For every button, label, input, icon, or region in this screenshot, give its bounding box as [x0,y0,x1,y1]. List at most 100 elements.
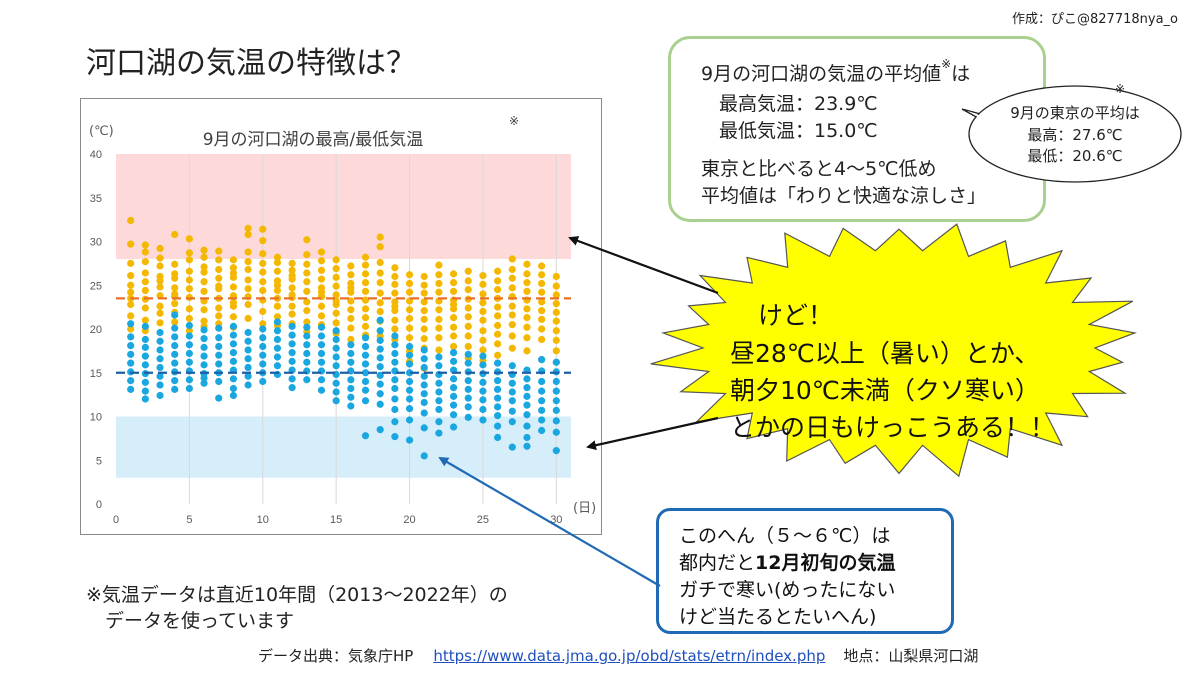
callout-line-2-bold: 12月初旬の気温 [755,552,896,574]
min-temp-point [479,416,487,424]
min-temp-point [215,360,223,368]
x-tick-label: 5 [186,514,192,526]
max-temp-point [494,351,502,359]
source-label: データ出典：気象庁HP [258,647,414,665]
max-temp-point [479,280,487,288]
min-temp-point [303,323,311,331]
band-hot [116,154,571,259]
max-temp-point [391,280,399,288]
max-temp-point [479,316,487,324]
min-temp-point [552,387,560,395]
min-temp-point [508,397,516,405]
min-temp-point [244,355,252,363]
min-temp-point [376,354,384,362]
max-temp-point [361,279,370,287]
max-temp-point [361,261,370,269]
min-temp-point [127,333,135,341]
max-temp-point [435,306,443,314]
min-temp-point [523,401,531,409]
min-temp-point [229,375,238,383]
min-temp-point [449,375,458,383]
max-temp-point [464,277,472,285]
min-temp-point [347,341,355,349]
summary-heading-text: 9月の河口湖の気温の平均値 [701,63,942,85]
max-temp-point [538,279,546,288]
max-temp-point [303,260,311,268]
max-temp-point [244,265,252,274]
max-temp-point [317,248,326,256]
max-temp-point [449,342,458,351]
max-temp-point [171,274,179,282]
max-temp-point [273,253,282,261]
max-temp-point [435,315,443,323]
max-temp-point [259,225,267,233]
max-temp-point [435,271,443,279]
max-temp-point [391,316,399,324]
min-temp-point [538,377,546,386]
min-temp-point [391,384,399,393]
min-temp-point [435,397,443,405]
min-temp-point [420,390,428,398]
max-temp-point [215,312,223,320]
min-temp-point [494,412,502,420]
max-temp-point [259,237,267,245]
max-temp-point [508,265,516,274]
min-temp-point [317,332,326,340]
max-temp-point [538,288,546,296]
min-temp-point [141,395,149,403]
max-temp-point [376,243,384,251]
min-temp-point [435,362,443,370]
band-cold [116,416,571,478]
max-temp-point [391,264,399,272]
min-temp-point [435,418,443,426]
min-temp-point [171,385,179,393]
max-temp-point [127,312,135,320]
min-temp-point [273,353,282,361]
min-temp-point [420,381,428,389]
min-temp-point [376,426,384,434]
min-temp-point [494,377,502,385]
min-temp-point [464,403,472,411]
max-temp-point [259,286,267,295]
max-temp-point [347,324,355,332]
min-temp-point [185,358,193,366]
max-temp-point [361,287,370,295]
y-axis-label: (℃) [89,124,114,139]
max-temp-point [552,300,560,308]
max-temp-point [303,278,311,286]
min-temp-point [464,385,472,393]
min-temp-point [200,361,208,369]
min-temp-point [141,361,149,369]
max-temp-point [288,259,296,267]
min-temp-point [347,376,355,384]
max-temp-point [156,309,164,317]
bubble-title: 9月の東京の平均は [1010,104,1140,122]
max-temp-point [523,314,531,322]
min-temp-point [435,388,443,396]
max-temp-point [361,253,370,261]
min-temp-point [508,388,516,396]
source-link[interactable]: https://www.data.jma.go.jp/obd/stats/etr… [433,647,826,665]
max-temp-point [185,327,193,335]
max-temp-point [449,270,458,278]
max-temp-point [141,304,149,312]
min-temp-point [449,392,458,400]
min-temp-point [200,352,208,360]
min-temp-point [405,436,414,444]
max-temp-point [508,255,516,263]
max-temp-point [332,319,340,327]
max-temp-point [479,290,487,298]
min-temp-point [361,397,370,405]
min-temp-point [229,391,238,400]
min-temp-point [156,337,164,345]
min-temp-point [156,346,164,354]
min-temp-point [538,406,546,414]
max-temp-point [200,317,208,325]
min-temp-point [288,340,296,348]
min-temp-point [405,416,414,424]
min-temp-point [552,428,560,436]
min-temp-point [552,447,560,455]
min-temp-point [185,341,193,349]
min-temp-point [244,372,252,380]
max-temp-point [420,281,428,289]
